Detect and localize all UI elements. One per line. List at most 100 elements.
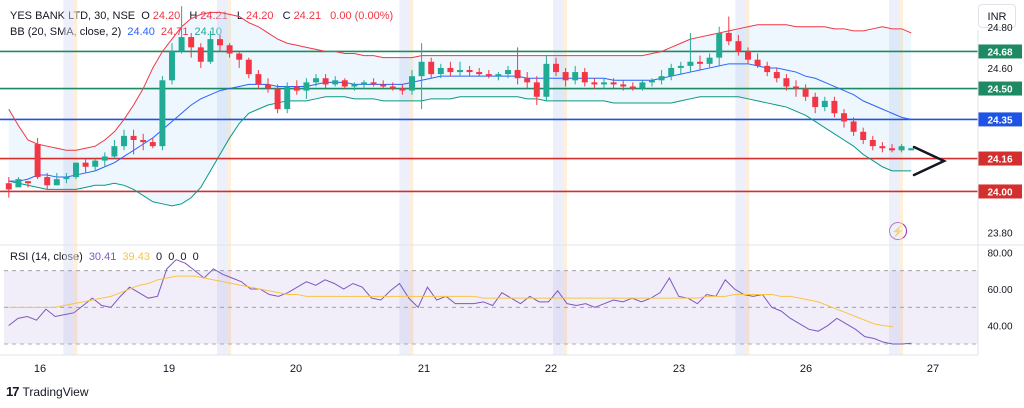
candle <box>44 177 51 186</box>
candle <box>322 78 329 85</box>
session-band-pre <box>745 0 750 355</box>
x-tick-label: 22 <box>545 363 557 375</box>
brand[interactable]: 17 TradingView <box>6 384 89 399</box>
candle <box>706 57 713 64</box>
candle <box>169 51 175 81</box>
candle <box>111 146 118 157</box>
candle <box>447 67 454 73</box>
candle <box>562 72 569 81</box>
candle <box>265 84 271 89</box>
candle <box>361 82 367 85</box>
level-tag-text: 24.50 <box>987 85 1012 96</box>
session-band-pre <box>409 0 414 355</box>
candle <box>620 84 627 87</box>
candle <box>92 160 99 167</box>
candle <box>812 96 819 108</box>
candle <box>802 88 809 97</box>
candle <box>293 86 300 91</box>
session-band <box>553 0 563 355</box>
rsi-zero-4: 0 <box>192 251 199 263</box>
candle <box>553 63 559 73</box>
candle <box>284 86 291 110</box>
level-tag-text: 24.35 <box>987 115 1012 126</box>
session-band-pre <box>73 0 78 355</box>
candle <box>226 45 233 54</box>
rsi-legend[interactable]: RSI (14, close) 30.41 39.43 0 0 0 0 <box>10 250 202 264</box>
candle <box>149 142 156 147</box>
low-value: L 24.20 <box>236 10 274 22</box>
candle <box>159 80 166 147</box>
x-tick-label: 21 <box>418 363 430 375</box>
candle <box>399 88 406 91</box>
symbol-label[interactable]: YES BANK LTD, 30, NSE <box>10 10 136 22</box>
session-band-pre <box>899 0 903 355</box>
candle <box>783 78 790 87</box>
candle <box>140 140 147 143</box>
rsi-ma-value: 39.43 <box>122 251 150 263</box>
candle <box>668 67 675 77</box>
level-tag-text: 24.00 <box>987 187 1012 198</box>
candle <box>505 70 511 75</box>
tradingview-logo-icon: 17 <box>6 384 20 399</box>
candle <box>351 84 358 87</box>
bb-name: BB (20, SMA, close, 2) <box>10 26 122 38</box>
candle <box>821 100 828 108</box>
bb-upper-line <box>8 11 912 151</box>
candle <box>217 39 223 46</box>
candle <box>889 148 895 151</box>
candle <box>591 82 598 85</box>
currency-button[interactable]: INR <box>978 4 1016 28</box>
candle <box>639 82 646 89</box>
candle <box>697 61 703 64</box>
candle <box>303 82 310 91</box>
candle <box>370 82 377 85</box>
level-tag-24.68 <box>978 44 1022 59</box>
candle <box>485 74 492 77</box>
candle <box>524 78 531 83</box>
brand-name: TradingView <box>22 384 89 399</box>
session-band <box>735 0 746 355</box>
bb-lower-line <box>8 96 912 207</box>
candle <box>341 80 348 87</box>
arrow-icon <box>912 145 947 177</box>
candle <box>236 53 243 60</box>
rsi-name: RSI (14, close) <box>10 251 83 263</box>
candle <box>898 146 905 151</box>
candle <box>332 80 339 85</box>
candle <box>581 72 588 83</box>
rsi-ma-line <box>8 275 893 328</box>
candle <box>754 59 761 66</box>
candle <box>130 135 137 140</box>
x-tick-label: 26 <box>800 363 812 375</box>
candle <box>495 74 502 77</box>
candle <box>764 65 771 73</box>
rsi-zero-1: 0 <box>156 251 163 263</box>
rsi-zero-2: 0 <box>168 251 175 263</box>
candle <box>831 100 838 114</box>
candle <box>533 82 540 97</box>
y-tick-label: 23.80 <box>987 229 1012 240</box>
candle <box>745 51 751 60</box>
bb-basis-value: 24.40 <box>127 26 155 38</box>
session-band-pre <box>563 0 567 355</box>
candle <box>428 61 435 75</box>
candle <box>274 88 281 110</box>
candle <box>735 41 742 52</box>
candle <box>73 162 79 178</box>
candle <box>716 32 723 58</box>
close-value: C 24.21 <box>282 10 322 22</box>
candle <box>188 37 195 48</box>
x-tick-label: 23 <box>673 363 685 375</box>
rsi-tick-label: 60.00 <box>987 285 1012 296</box>
x-tick-label: 16 <box>34 363 46 375</box>
candle <box>409 76 415 91</box>
candle <box>879 146 886 149</box>
candle <box>389 86 396 89</box>
candle <box>255 74 262 85</box>
bb-legend[interactable]: BB (20, SMA, close, 2) 24.40 24.71 24.10 <box>10 25 225 39</box>
x-tick-label: 27 <box>927 363 939 375</box>
candle <box>850 121 857 132</box>
level-tag-24.35 <box>978 112 1022 127</box>
candle <box>121 135 127 147</box>
